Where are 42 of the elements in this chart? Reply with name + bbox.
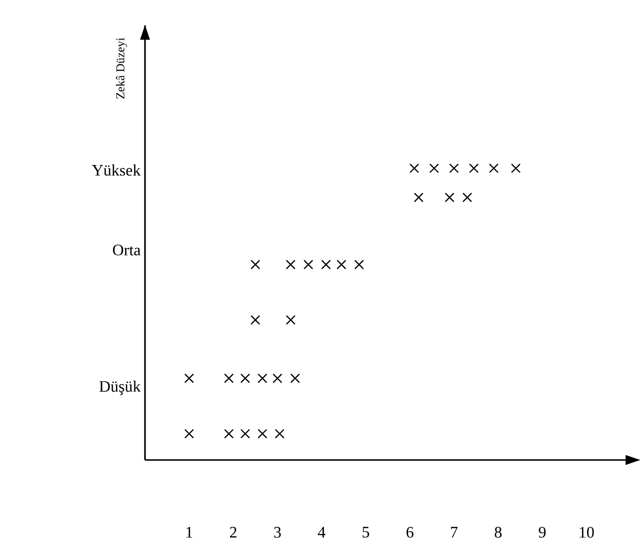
point (409, 163, 420, 174)
point (336, 260, 346, 270)
point (184, 428, 194, 439)
point (510, 163, 521, 174)
text: Düşük (99, 380, 141, 396)
text: Orta (112, 244, 141, 256)
point (250, 315, 260, 325)
x-tick-label: 5 (362, 526, 370, 538)
point (354, 260, 364, 270)
x-tick-label: 4 (318, 526, 326, 538)
point (321, 260, 331, 270)
point (462, 192, 472, 202)
point (444, 192, 454, 202)
point (414, 192, 424, 202)
x-tick-label: 10 (580, 526, 594, 538)
point (224, 428, 234, 439)
x-tick-label: 3 (274, 526, 281, 538)
point (429, 163, 439, 174)
x-tick-label: 8 (494, 526, 502, 538)
point (449, 163, 459, 174)
point (469, 163, 479, 174)
point (286, 315, 296, 325)
point (258, 428, 268, 439)
point (224, 373, 234, 384)
point (272, 373, 282, 384)
x-tick-label: 6 (406, 526, 414, 538)
point (274, 428, 284, 439)
point (240, 373, 250, 384)
point (303, 260, 314, 270)
x-tick-label: 9 (538, 526, 546, 538)
text: Yüksek (92, 164, 141, 176)
text: Zekâ Düzeyi (116, 38, 127, 99)
x-tick-label: 2 (230, 526, 236, 538)
point (286, 260, 296, 270)
x-tick-label: 7 (451, 526, 458, 538)
x-tick-label: 1 (186, 526, 192, 538)
point (488, 163, 499, 174)
point (290, 373, 300, 384)
point (240, 428, 250, 439)
point (258, 373, 268, 384)
point (250, 260, 260, 270)
point (184, 373, 194, 384)
